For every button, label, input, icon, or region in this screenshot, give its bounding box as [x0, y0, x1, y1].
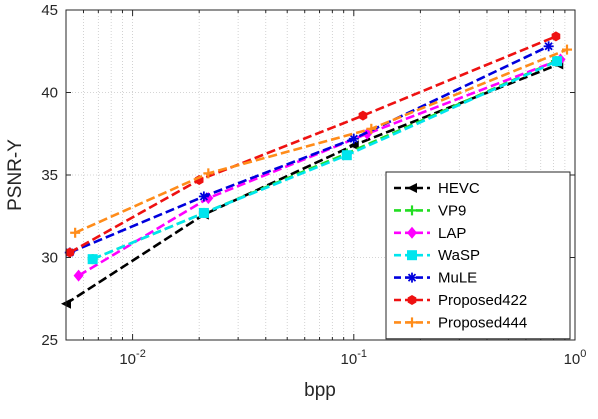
legend-label-lap: LAP	[438, 225, 466, 242]
data-point-wasp	[198, 207, 209, 218]
x-tick-label: 100	[564, 348, 587, 368]
legend-marker-vp9	[407, 205, 417, 216]
legend-entry-wasp: WaSP	[394, 247, 480, 264]
legend-entry-mule: MuLE	[394, 270, 477, 287]
series-wasp	[87, 56, 563, 265]
y-tick-label: 40	[41, 85, 58, 102]
data-point-proposed422	[65, 247, 75, 258]
legend-marker-proposed422	[407, 295, 417, 305]
data-point-wasp	[341, 150, 352, 161]
series-layer	[61, 31, 572, 309]
legend-marker-mule	[407, 272, 417, 283]
series-line-mule	[69, 45, 550, 254]
legend-entry-vp9: VP9	[394, 202, 466, 219]
series-line-wasp	[92, 59, 558, 261]
data-point-mule	[198, 191, 209, 202]
legend-label-vp9: VP9	[438, 202, 466, 219]
data-point-hevc	[348, 140, 359, 151]
data-point-wasp	[552, 56, 563, 67]
series-proposed444	[70, 44, 572, 238]
legend-entry-hevc: HEVC	[394, 180, 480, 197]
legend-label-wasp: WaSP	[438, 247, 480, 264]
series-line-lap	[77, 58, 561, 277]
data-point-proposed422	[358, 110, 368, 121]
series-line-proposed422	[69, 35, 557, 254]
y-tick-label: 45	[41, 2, 58, 19]
y-tick-label: 35	[41, 167, 58, 184]
data-point-proposed422	[551, 31, 561, 42]
series-line-proposed444	[74, 48, 568, 234]
y-tick-label: 30	[41, 250, 58, 267]
y-tick-label: 25	[41, 332, 58, 349]
x-axis-label: bpp	[304, 380, 336, 401]
data-point-proposed444	[70, 227, 81, 238]
data-point-proposed444	[366, 123, 377, 134]
legend-label-hevc: HEVC	[438, 180, 480, 197]
legend-marker-proposed444	[407, 317, 417, 328]
y-axis-label: PSNR-Y	[5, 139, 26, 211]
data-point-proposed444	[203, 168, 214, 179]
x-tick-label: 10-2	[119, 348, 145, 368]
data-point-mule	[543, 41, 554, 52]
series-line-hevc	[65, 63, 559, 305]
data-point-mule	[348, 133, 359, 144]
legend-label-proposed422: Proposed422	[438, 292, 527, 309]
legend: HEVC VP9 LAP WaSP MuLE Proposed422 Proposed444	[385, 171, 571, 340]
data-point-proposed444	[561, 44, 572, 55]
legend-entry-proposed444: Proposed444	[394, 314, 527, 331]
series-proposed422	[65, 31, 561, 258]
data-point-lap	[73, 269, 84, 282]
legend-marker-hevc	[407, 183, 417, 193]
legend-marker-wasp	[407, 250, 417, 261]
legend-entry-lap: LAP	[394, 225, 466, 242]
legend-entry-proposed422: Proposed422	[394, 292, 527, 309]
x-tick-label: 10-1	[341, 348, 367, 368]
legend-marker-lap	[407, 226, 417, 239]
legend-label-proposed444: Proposed444	[438, 314, 527, 331]
data-point-wasp	[87, 254, 98, 265]
legend-label-mule: MuLE	[438, 270, 477, 287]
axis-ticks: 25 30 35 40 45 10-2 10-1 100	[41, 2, 586, 368]
